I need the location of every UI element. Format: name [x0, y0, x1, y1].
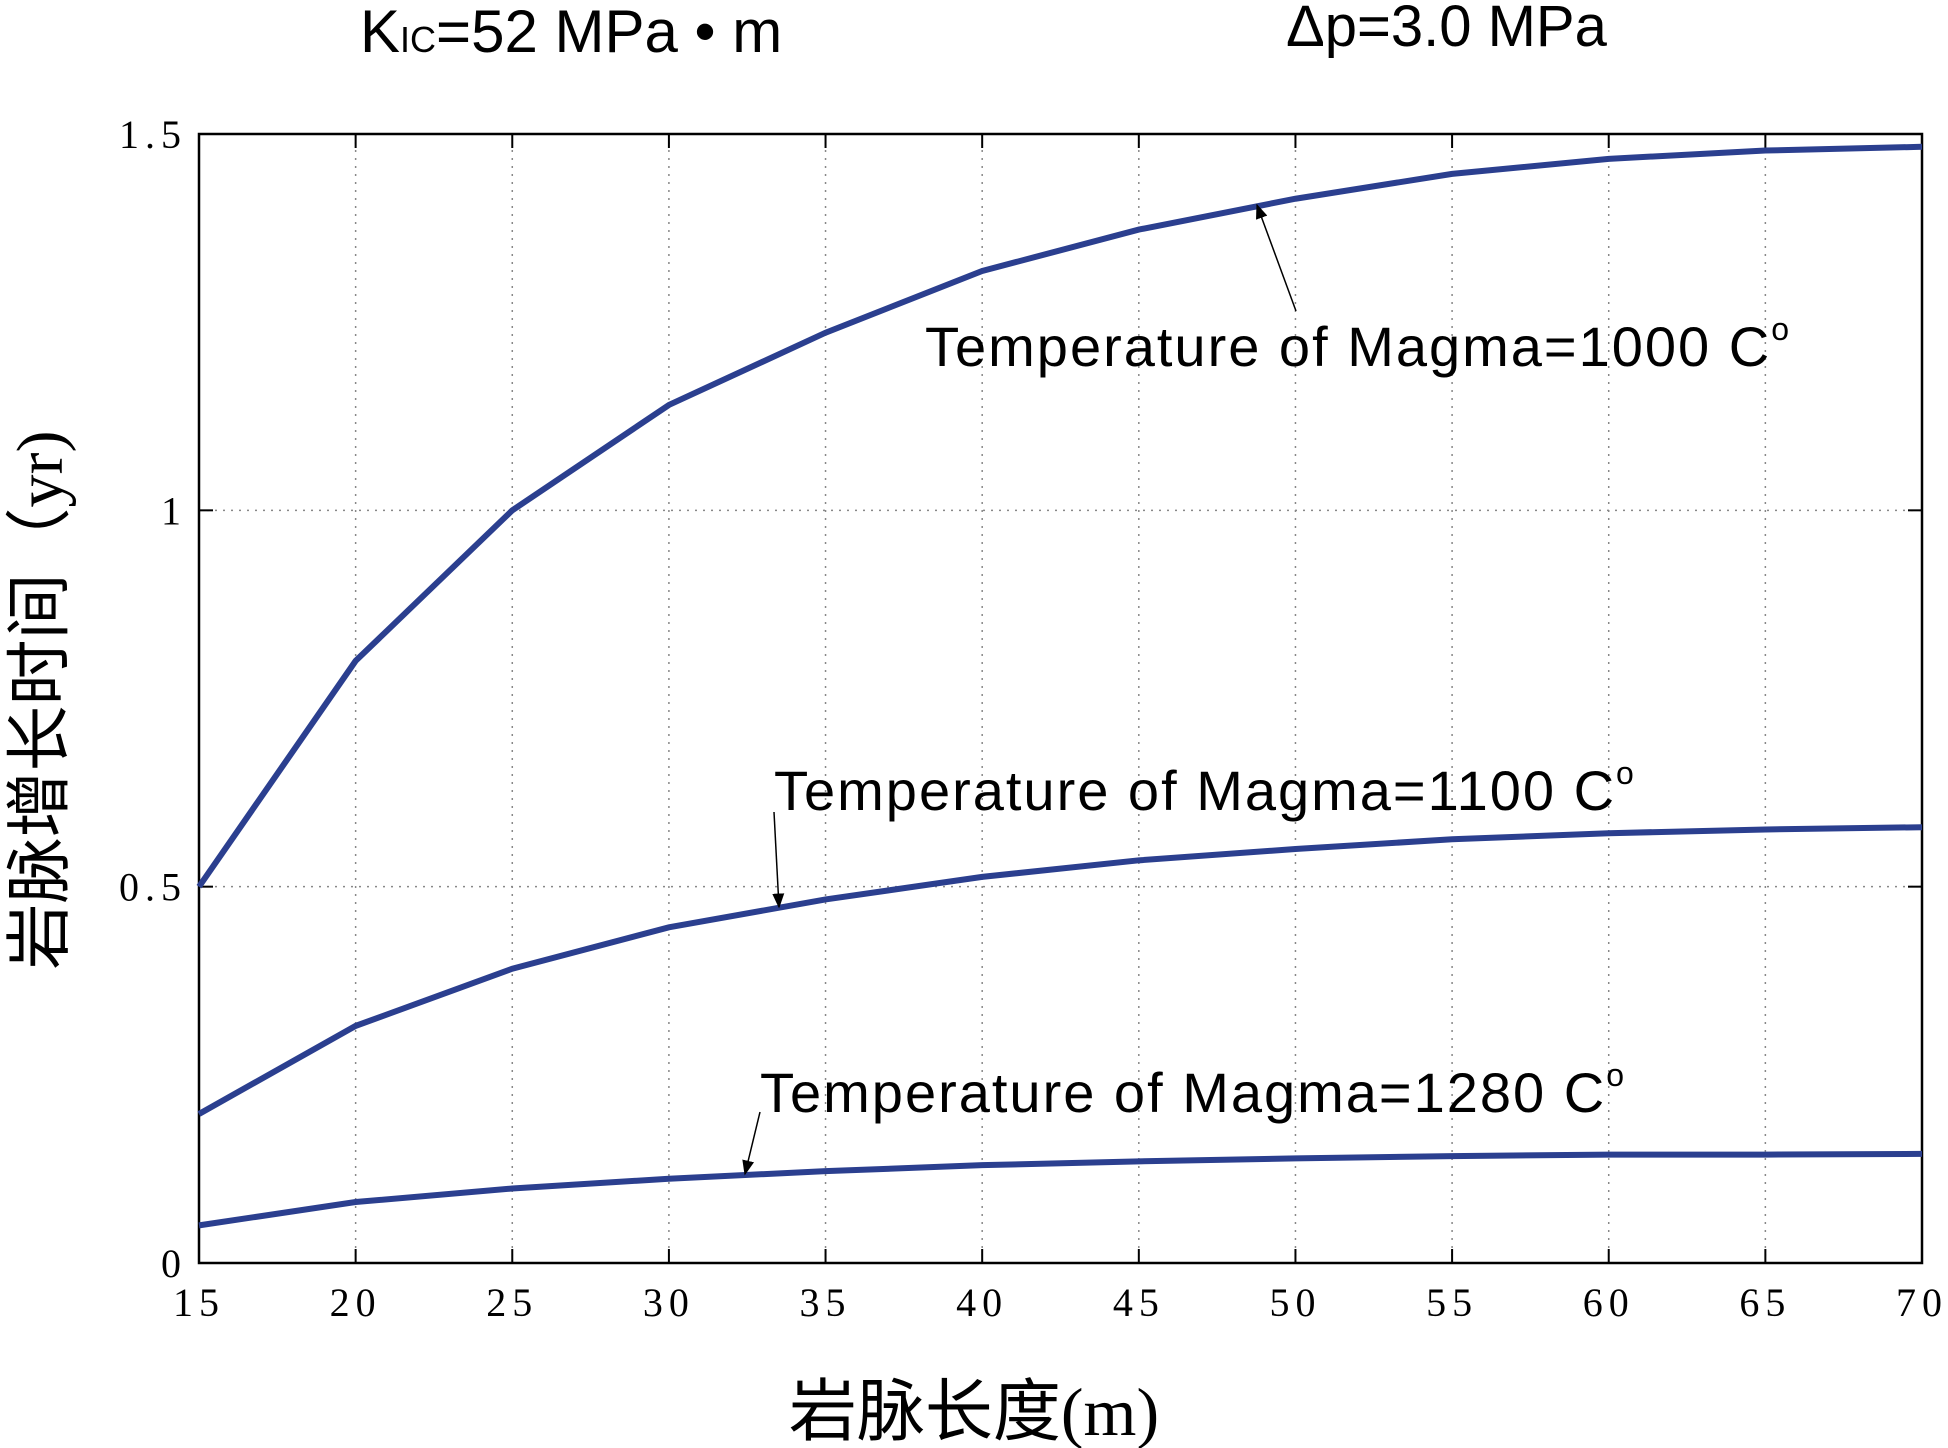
series-label: Temperature of Magma=1100 Co [774, 755, 1636, 822]
x-tick-label: 35 [800, 1280, 852, 1325]
superscript: o [1616, 755, 1636, 791]
series-label: Temperature of Magma=1000 Co [925, 311, 1791, 378]
x-tick-label: 70 [1896, 1280, 1948, 1325]
series-name: Temperature of Magma=1100 C [774, 759, 1616, 822]
arrow [742, 1111, 761, 1176]
arrow [772, 811, 785, 909]
series-label: Temperature of Magma=1280 Co [760, 1057, 1626, 1124]
x-tick-label: 45 [1113, 1280, 1165, 1325]
x-axis-label: 岩脉长度(m) [789, 1374, 1159, 1448]
x-tick-label: 50 [1269, 1280, 1321, 1325]
x-tick-label: 60 [1583, 1280, 1635, 1325]
line-series [197, 824, 1923, 1117]
chart-subtitle: Δp=3.0 MPa [1286, 0, 1608, 59]
y-tick-label: 0.5 [119, 865, 187, 910]
y-axis-label: 岩脉增长时间（yr) [4, 431, 77, 970]
arrow [1256, 203, 1297, 312]
x-tick-label: 25 [486, 1280, 538, 1325]
x-tick-label: 55 [1426, 1280, 1478, 1325]
y-tick-label: 1 [161, 488, 187, 533]
series-name: Temperature of Magma=1000 C [925, 315, 1771, 378]
x-tick-label: 65 [1739, 1280, 1791, 1325]
line-series [198, 1150, 1923, 1229]
x-tick-label: 30 [643, 1280, 695, 1325]
y-tick-label: 1.5 [119, 112, 187, 157]
superscript: o [1606, 1057, 1626, 1093]
x-tick-label: 20 [330, 1280, 382, 1325]
plot-frame [197, 132, 1924, 1265]
x-tick-label: 15 [173, 1280, 225, 1325]
x-tick-label: 40 [956, 1280, 1008, 1325]
superscript: o [1771, 311, 1791, 347]
chart-title: KIC=52 MPa • m [360, 0, 782, 65]
series-name: Temperature of Magma=1280 C [760, 1061, 1606, 1124]
y-tick-label: 0 [161, 1241, 187, 1286]
line-series [196, 143, 1923, 889]
